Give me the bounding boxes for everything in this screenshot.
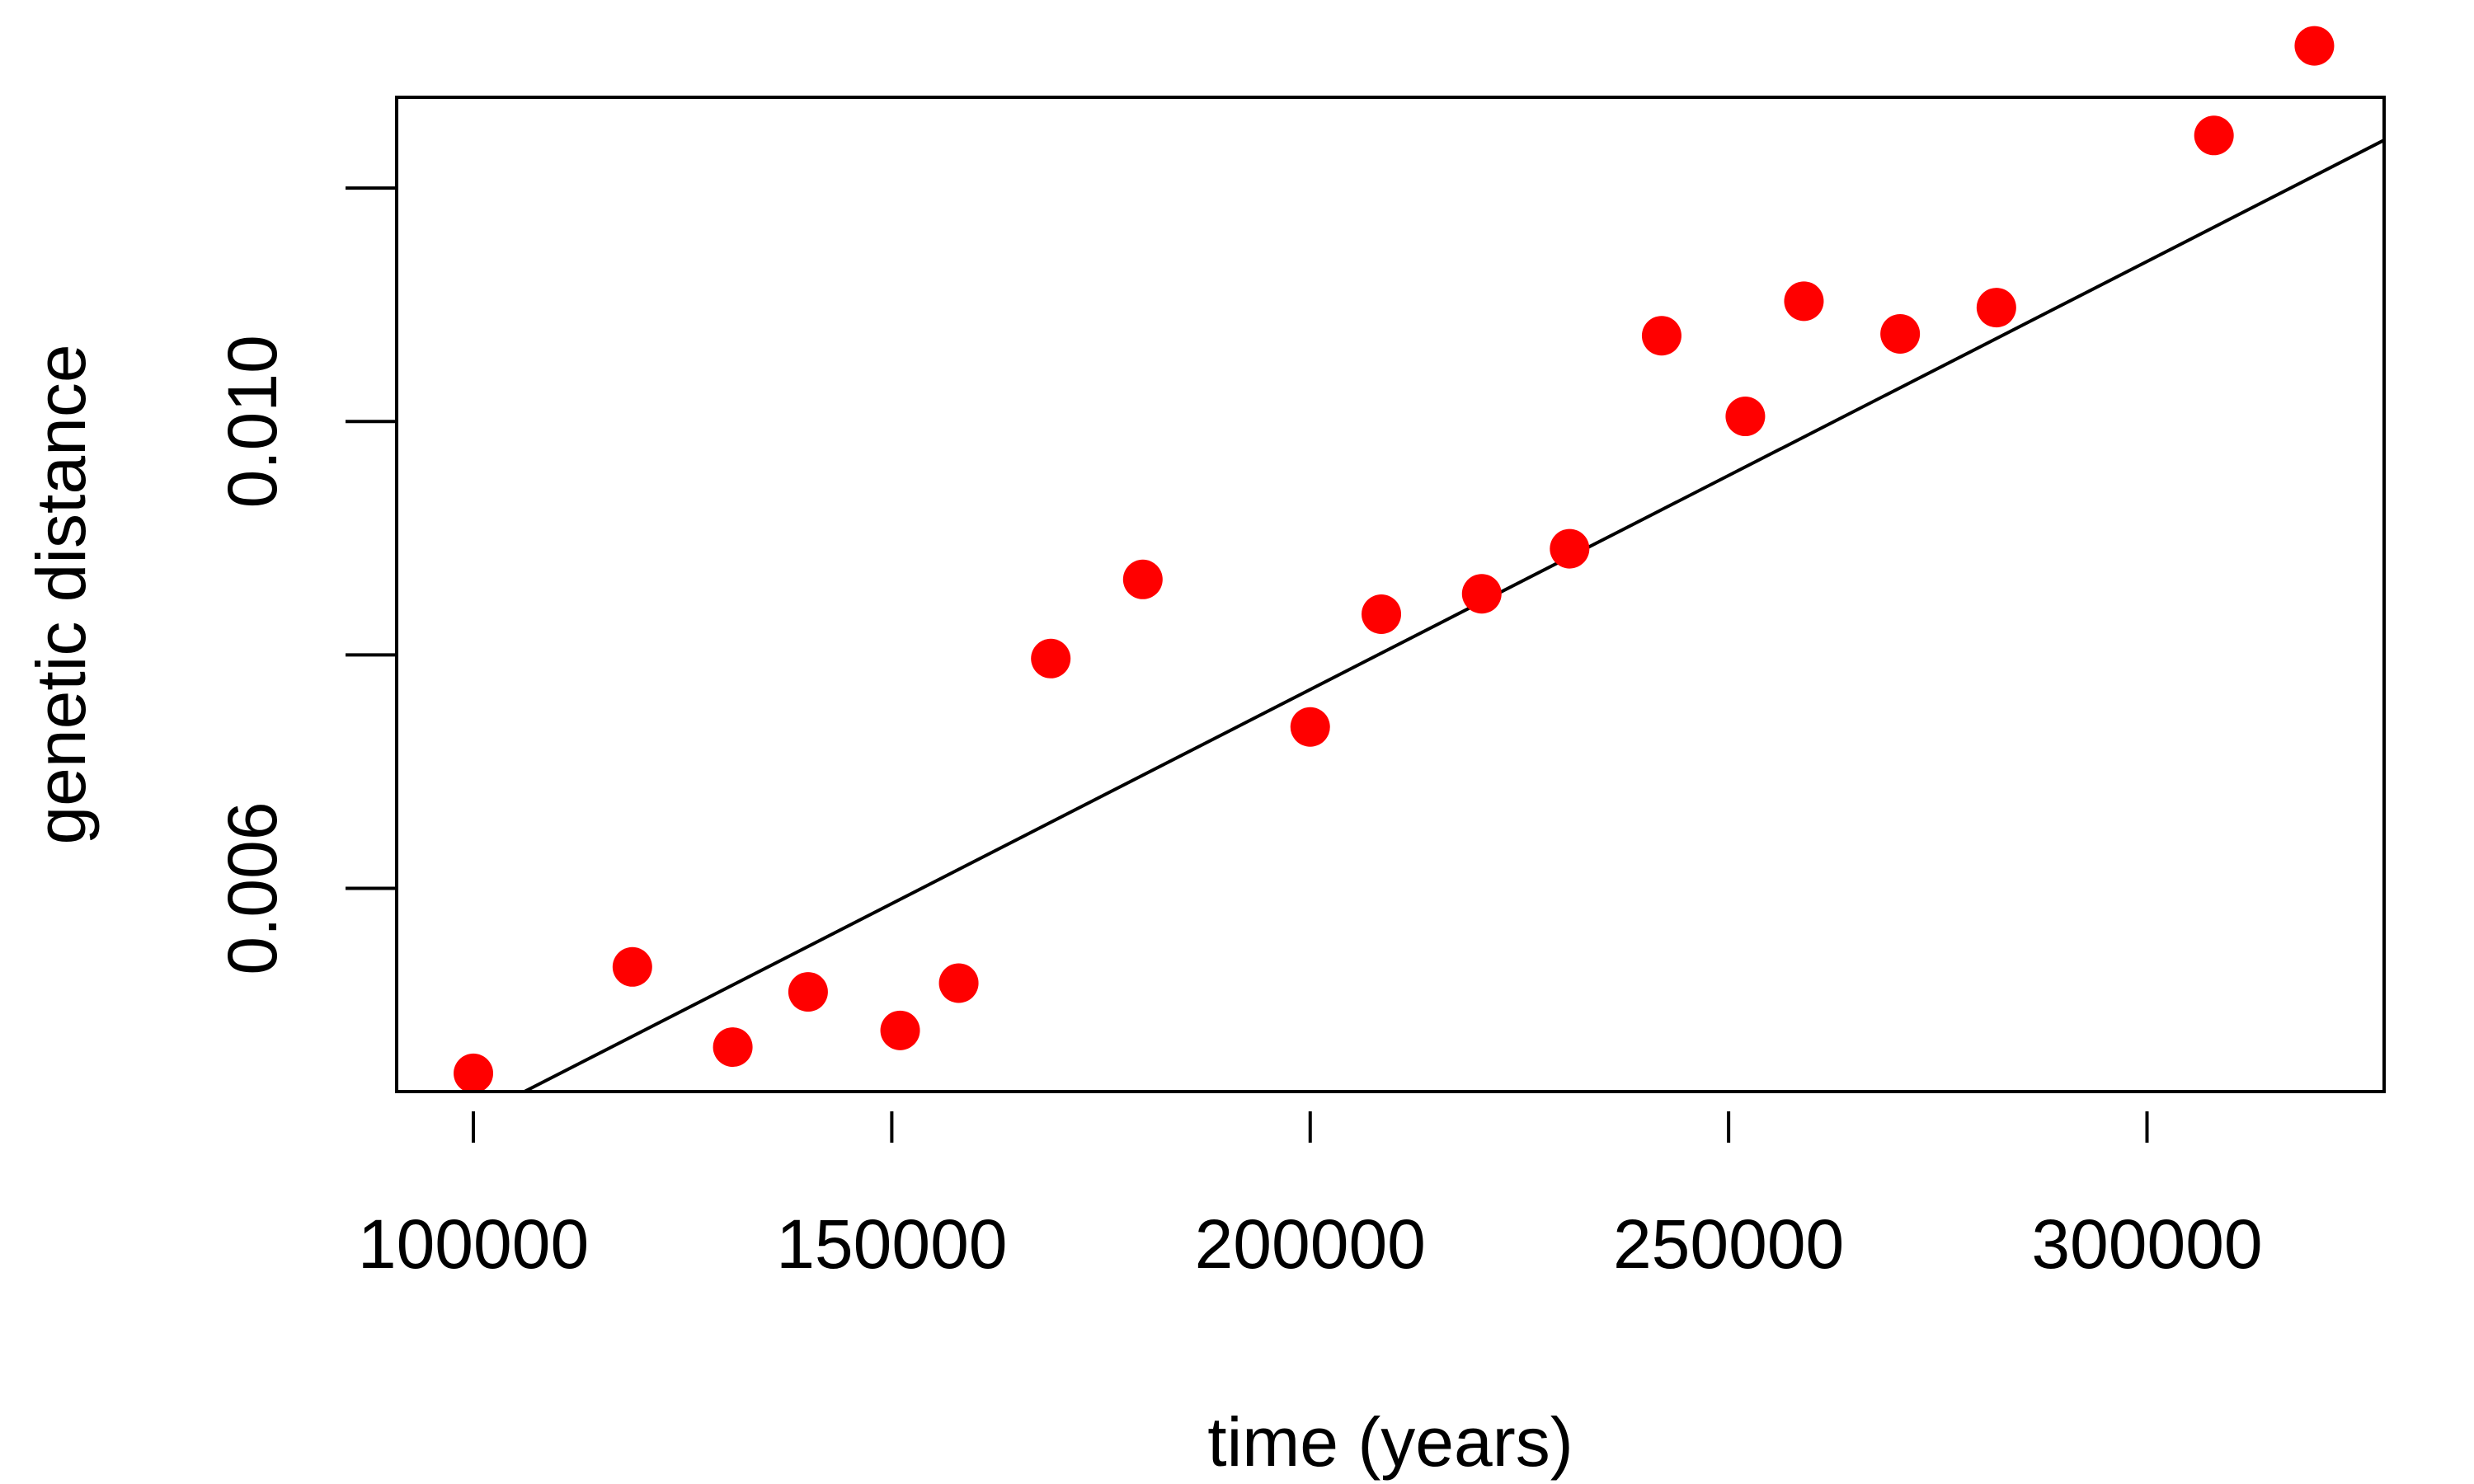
data-point (2294, 26, 2335, 66)
data-point (880, 1010, 920, 1050)
data-point (1976, 288, 2016, 328)
data-point (788, 972, 828, 1012)
data-point (1725, 397, 1766, 437)
x-tick-label: 300000 (2031, 1205, 2262, 1283)
data-point (1031, 638, 1071, 679)
y-tick-label: 0.010 (214, 335, 291, 508)
data-point (1461, 574, 1502, 614)
x-axis: 100000 150000 200000 250000 300000 (358, 1111, 2263, 1283)
x-tick-label: 200000 (1195, 1205, 1426, 1283)
data-point (1641, 316, 1681, 356)
data-point (2194, 115, 2234, 156)
data-point (1122, 559, 1163, 599)
data-point (713, 1027, 753, 1068)
data-point (1880, 313, 1921, 354)
plot-frame (395, 96, 2386, 1093)
data-point (1362, 594, 1402, 634)
x-axis-title: time (years) (1207, 1403, 1573, 1481)
data-point (1550, 528, 1590, 569)
y-tick-label: 0.006 (214, 801, 291, 974)
data-point (1290, 707, 1330, 747)
y-axis-title: genetic distance (22, 344, 100, 844)
x-tick-label: 150000 (776, 1205, 1007, 1283)
data-point (454, 1053, 494, 1093)
x-tick-label: 250000 (1613, 1205, 1844, 1283)
data-point (938, 963, 979, 1003)
regression-line (520, 139, 2384, 1092)
data-point (612, 946, 652, 987)
data-point (1784, 281, 1824, 322)
x-tick-label: 100000 (358, 1205, 589, 1283)
y-axis: 0.006 0.010 (214, 186, 397, 975)
